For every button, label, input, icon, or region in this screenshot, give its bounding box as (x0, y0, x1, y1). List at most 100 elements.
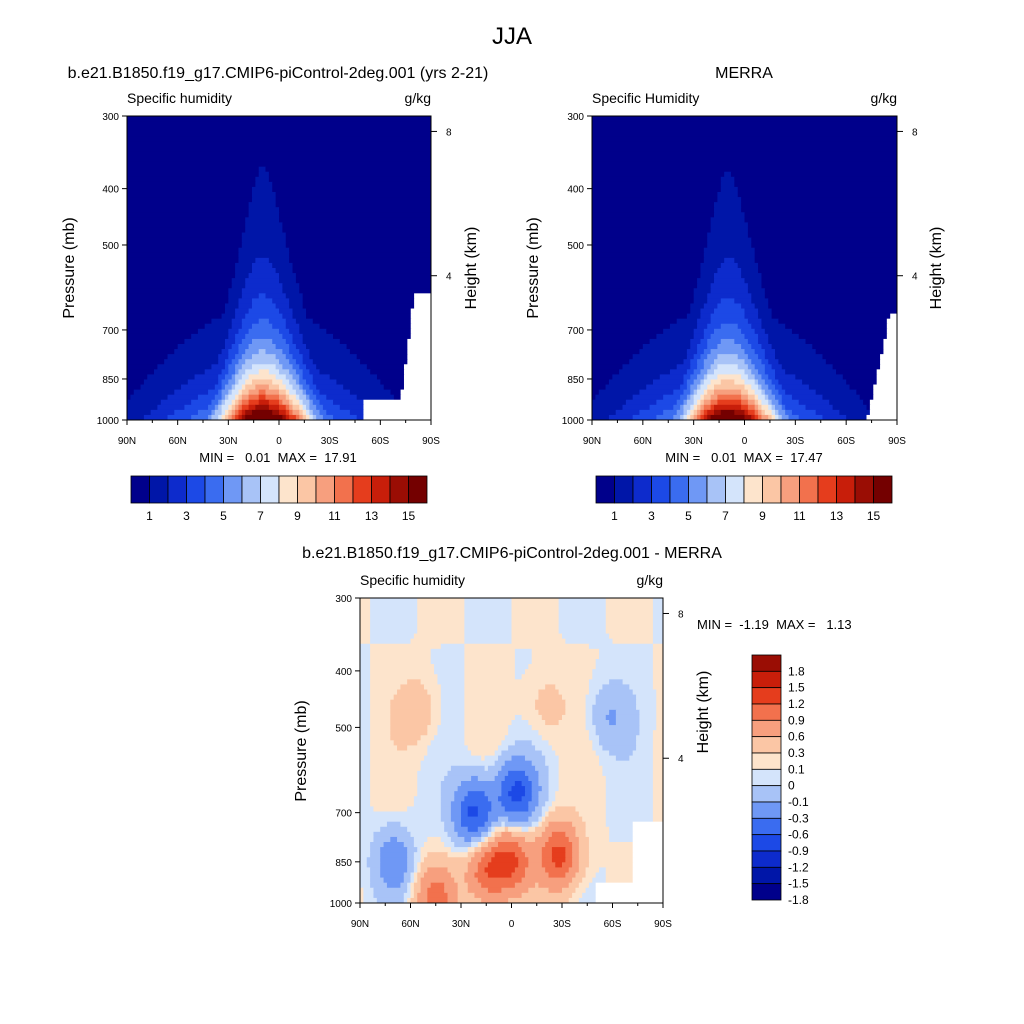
y-tick-label: 400 (102, 185, 119, 196)
contour-cell (680, 394, 688, 401)
contour-cell (127, 146, 431, 153)
colorbar-swatch (751, 687, 782, 705)
missing-data-cell (869, 404, 897, 411)
contour-cell (714, 207, 742, 213)
missing-data-cell (632, 836, 663, 843)
contour-cell (531, 648, 600, 655)
contour-cell (127, 268, 236, 274)
contour-cell (548, 775, 560, 782)
contour-cell (558, 770, 603, 777)
colorbar-swatch (595, 475, 615, 504)
contour-cell (282, 379, 290, 386)
contour-cell (558, 598, 607, 604)
contour-cell (245, 384, 256, 391)
contour-cell (690, 374, 698, 381)
contour-cell (413, 867, 418, 874)
contour-cell (474, 892, 523, 899)
contour-cell (238, 247, 290, 254)
contour-cell (558, 786, 607, 792)
contour-cell (302, 404, 307, 411)
contour-cell (366, 364, 405, 370)
contour-cell (751, 298, 769, 305)
contour-cell (632, 750, 654, 757)
contour-cell (292, 268, 431, 274)
contour-cell (221, 313, 236, 320)
contour-cell (444, 826, 455, 833)
contour-cell (461, 821, 486, 828)
contour-cell (761, 414, 769, 420)
contour-cell (360, 796, 371, 802)
contour-cell (771, 404, 776, 411)
contour-cell (282, 313, 294, 320)
contour-cell (528, 862, 543, 869)
contour-cell (444, 775, 472, 782)
contour-cell (430, 882, 445, 889)
contour-cell (734, 338, 749, 345)
contour-cell (360, 755, 371, 762)
colorbar-swatch (751, 768, 782, 787)
contour-cell (528, 664, 597, 670)
contour-cell (595, 694, 637, 701)
contour-cell (285, 394, 290, 401)
contour-cell (538, 882, 570, 889)
contour-cell (575, 831, 587, 838)
missing-data-cell (880, 359, 897, 365)
contour-cell (572, 862, 580, 869)
contour-cell (710, 349, 746, 355)
contour-cell (839, 409, 871, 416)
contour-cell (582, 877, 593, 884)
contour-cell (417, 603, 465, 609)
contour-cell (568, 836, 580, 843)
contour-cell (481, 836, 486, 843)
contour-cell (836, 369, 878, 375)
contour-cell (592, 409, 617, 416)
contour-cell (231, 278, 246, 284)
contour-cell (302, 338, 341, 345)
contour-cell (370, 598, 418, 604)
contour-cell (316, 404, 324, 411)
contour-cell (652, 679, 663, 686)
contour-cell (333, 399, 365, 406)
contour-cell (758, 404, 763, 411)
contour-cell (268, 384, 280, 391)
contour-cell (538, 801, 546, 808)
contour-cell (440, 816, 452, 823)
colorbar-swatch (873, 475, 893, 504)
missing-data-cell (363, 414, 431, 420)
contour-cell (413, 882, 422, 889)
contour-cell (652, 765, 663, 772)
contour-cell (511, 755, 526, 762)
contour-cell (366, 857, 381, 863)
contour-cell (572, 842, 580, 848)
contour-cell (747, 374, 756, 381)
contour-cell (360, 633, 371, 640)
panel-merra-title: MERRA (715, 65, 773, 82)
contour-cell (707, 344, 718, 350)
contour-cell (599, 755, 617, 762)
contour-cell (768, 374, 776, 381)
contour-cell (541, 821, 550, 828)
contour-cell (370, 796, 415, 802)
contour-cell (279, 394, 287, 401)
contour-cell (791, 328, 888, 335)
contour-cell (370, 628, 418, 635)
contour-cell (599, 867, 607, 874)
contour-cell (707, 374, 718, 381)
contour-cell (238, 389, 243, 396)
contour-cell (360, 603, 371, 609)
contour-cell (761, 384, 769, 391)
colorbar-label: 9 (759, 509, 766, 523)
contour-cell (599, 689, 634, 696)
contour-cell (582, 892, 597, 899)
contour-cell (221, 399, 226, 406)
contour-cell (440, 714, 465, 721)
contour-cell (724, 257, 735, 264)
contour-cell (558, 613, 607, 619)
contour-cell (289, 303, 304, 310)
height-tick-label: 4 (912, 272, 918, 283)
contour-cell (413, 796, 442, 802)
contour-cell (508, 816, 529, 823)
colorbar-swatch (706, 475, 726, 504)
contour-cell (312, 414, 317, 420)
contour-cell (602, 765, 654, 772)
